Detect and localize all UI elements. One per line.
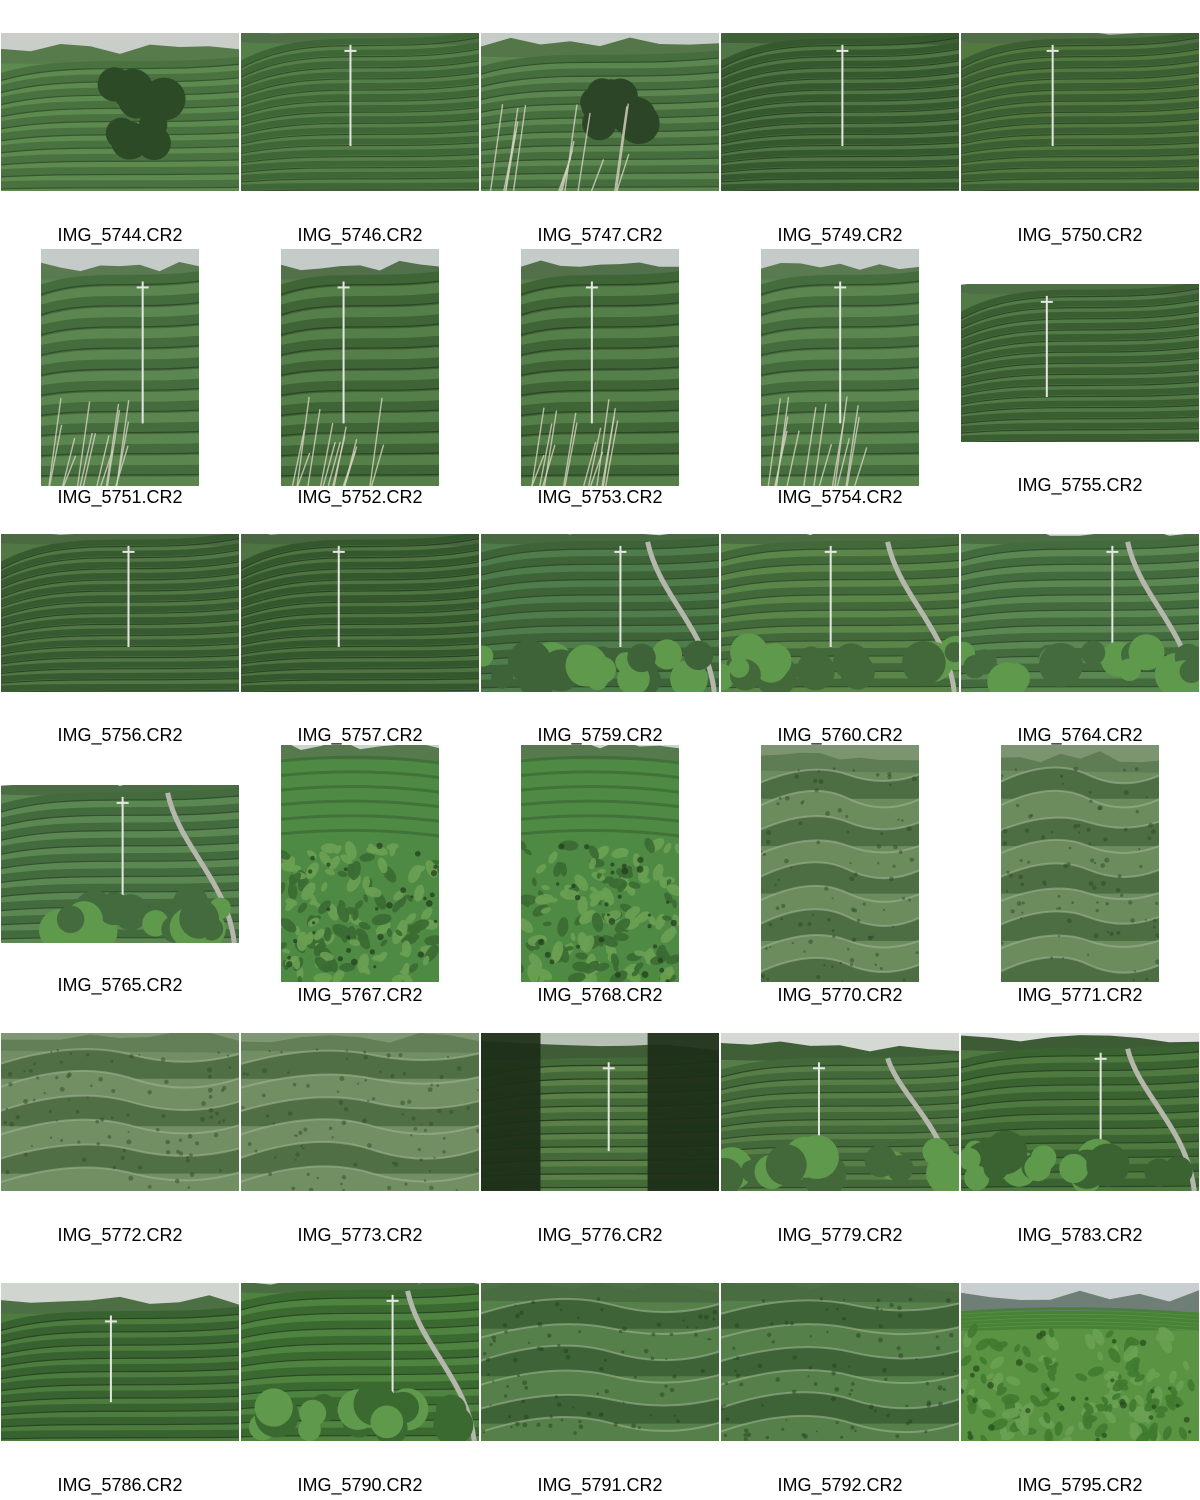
tea-field-photo (761, 745, 919, 982)
photo-thumbnail[interactable] (961, 534, 1199, 692)
photo-filename: IMG_5772.CR2 (57, 1225, 183, 1245)
tea-field-photo (721, 33, 959, 191)
photo-filename: IMG_5753.CR2 (537, 487, 663, 507)
tea-field-photo (521, 249, 679, 486)
tea-field-photo (721, 1283, 959, 1441)
tea-field-photo (1, 33, 239, 191)
tea-field-photo (1, 1033, 239, 1191)
tea-field-photo (241, 1283, 479, 1441)
photo-filename: IMG_5755.CR2 (1017, 475, 1143, 495)
photo-filename: IMG_5756.CR2 (57, 725, 183, 745)
tea-field-photo (961, 534, 1199, 692)
tea-field-photo (1, 1283, 239, 1441)
photo-filename: IMG_5767.CR2 (297, 985, 423, 1005)
photo-filename: IMG_5760.CR2 (777, 725, 903, 745)
photo-filename: IMG_5765.CR2 (57, 975, 183, 995)
tea-field-photo (721, 534, 959, 692)
photo-thumbnail[interactable] (281, 745, 439, 982)
tea-field-photo (721, 1033, 959, 1191)
photo-thumbnail[interactable] (1, 33, 239, 191)
tea-field-photo (41, 249, 199, 486)
photo-thumbnail[interactable] (721, 1033, 959, 1191)
photo-thumbnail[interactable] (961, 1283, 1199, 1441)
tea-field-photo (761, 249, 919, 486)
photo-filename: IMG_5747.CR2 (537, 225, 663, 245)
photo-thumbnail[interactable] (521, 745, 679, 982)
tea-field-photo (961, 33, 1199, 191)
tea-field-photo (241, 534, 479, 692)
photo-filename: IMG_5754.CR2 (777, 487, 903, 507)
photo-thumbnail[interactable] (721, 33, 959, 191)
photo-thumbnail[interactable] (521, 249, 679, 486)
photo-filename: IMG_5764.CR2 (1017, 725, 1143, 745)
photo-thumbnail[interactable] (721, 1283, 959, 1441)
photo-filename: IMG_5759.CR2 (537, 725, 663, 745)
photo-thumbnail[interactable] (961, 284, 1199, 442)
photo-thumbnail[interactable] (761, 745, 919, 982)
photo-filename: IMG_5750.CR2 (1017, 225, 1143, 245)
photo-thumbnail[interactable] (1, 1283, 239, 1441)
photo-filename: IMG_5749.CR2 (777, 225, 903, 245)
photo-filename: IMG_5751.CR2 (57, 487, 183, 507)
photo-filename: IMG_5779.CR2 (777, 1225, 903, 1245)
photo-thumbnail[interactable] (961, 33, 1199, 191)
photo-filename: IMG_5770.CR2 (777, 985, 903, 1005)
tea-field-photo (481, 534, 719, 692)
photo-thumbnail[interactable] (241, 1283, 479, 1441)
photo-thumbnail[interactable] (1001, 745, 1159, 982)
photo-filename: IMG_5773.CR2 (297, 1225, 423, 1245)
photo-thumbnail[interactable] (281, 249, 439, 486)
photo-thumbnail[interactable] (1, 534, 239, 692)
photo-filename: IMG_5786.CR2 (57, 1475, 183, 1495)
photo-filename: IMG_5752.CR2 (297, 487, 423, 507)
photo-filename: IMG_5776.CR2 (537, 1225, 663, 1245)
photo-filename: IMG_5790.CR2 (297, 1475, 423, 1495)
tea-field-photo (481, 1033, 719, 1191)
tea-field-photo (241, 1033, 479, 1191)
photo-thumbnail[interactable] (241, 1033, 479, 1191)
photo-filename: IMG_5744.CR2 (57, 225, 183, 245)
tea-field-photo (281, 249, 439, 486)
photo-thumbnail[interactable] (1, 1033, 239, 1191)
photo-thumbnail[interactable] (241, 33, 479, 191)
tea-field-photo (961, 1033, 1199, 1191)
photo-filename: IMG_5795.CR2 (1017, 1475, 1143, 1495)
photo-thumbnail[interactable] (41, 249, 199, 486)
tea-field-photo (481, 33, 719, 191)
tea-field-photo (1001, 745, 1159, 982)
photo-filename: IMG_5783.CR2 (1017, 1225, 1143, 1245)
photo-thumbnail[interactable] (481, 1033, 719, 1191)
photo-filename: IMG_5757.CR2 (297, 725, 423, 745)
tea-field-photo (961, 1283, 1199, 1441)
tea-field-photo (481, 1283, 719, 1441)
photo-filename: IMG_5771.CR2 (1017, 985, 1143, 1005)
tea-field-photo (241, 33, 479, 191)
photo-filename: IMG_5768.CR2 (537, 985, 663, 1005)
photo-thumbnail[interactable] (721, 534, 959, 692)
photo-thumbnail[interactable] (761, 249, 919, 486)
photo-thumbnail[interactable] (241, 534, 479, 692)
photo-thumbnail[interactable] (481, 33, 719, 191)
photo-thumbnail[interactable] (961, 1033, 1199, 1191)
photo-thumbnail[interactable] (481, 534, 719, 692)
photo-thumbnail[interactable] (481, 1283, 719, 1441)
tea-field-photo (1, 785, 239, 943)
photo-filename: IMG_5792.CR2 (777, 1475, 903, 1495)
photo-thumbnail[interactable] (1, 785, 239, 943)
tea-field-photo (281, 745, 439, 982)
tea-field-photo (961, 284, 1199, 442)
photo-filename: IMG_5791.CR2 (537, 1475, 663, 1495)
photo-filename: IMG_5746.CR2 (297, 225, 423, 245)
tea-field-photo (1, 534, 239, 692)
tea-field-photo (521, 745, 679, 982)
